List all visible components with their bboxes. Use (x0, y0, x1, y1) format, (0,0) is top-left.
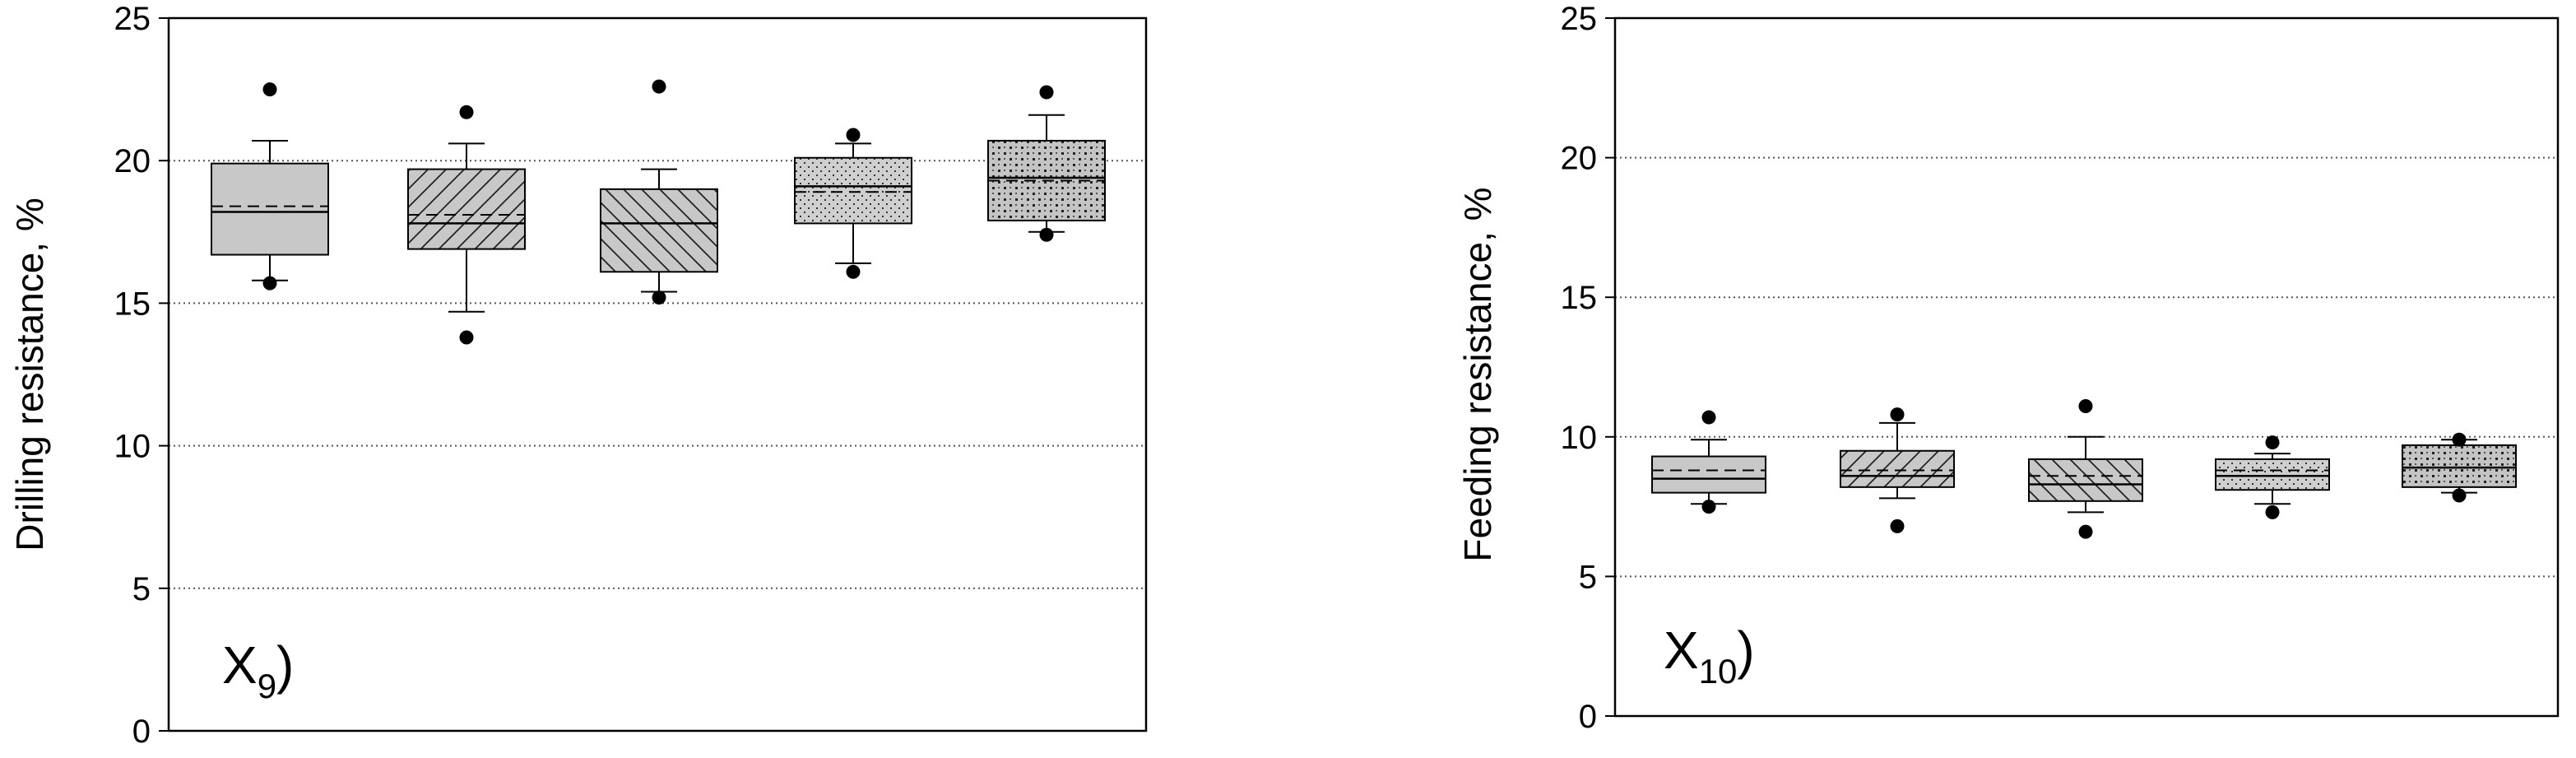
plot-frame (1613, 16, 2560, 718)
outlier-point (1701, 410, 1716, 425)
outlier-point (846, 128, 861, 142)
outlier-point (2078, 524, 2093, 539)
outlier-point (652, 290, 666, 305)
panel-label-letter: X (222, 635, 258, 695)
y-tick-label: 0 (1579, 699, 1597, 735)
y-axis-title: Feeding resistance, % (1456, 187, 1499, 561)
outlier-point (2452, 432, 2467, 447)
y-tick-label: 15 (114, 286, 151, 322)
panel-label-subscript: 10 (1699, 652, 1738, 691)
outlier-point (1039, 85, 1054, 100)
box (1840, 449, 1955, 488)
y-tick-label: 10 (114, 429, 151, 465)
y-tick-label: 0 (132, 714, 151, 750)
panel-label-letter: X (1664, 621, 1699, 680)
y-tick-label: 25 (1561, 1, 1598, 37)
box (2402, 444, 2517, 488)
outlier-point (846, 264, 861, 279)
outlier-point (2265, 435, 2280, 450)
box (211, 162, 329, 256)
panel-label: X10) (1664, 621, 1755, 691)
box (600, 188, 718, 273)
panel-label-suffix: ) (1737, 621, 1754, 680)
panel-label-suffix: ) (276, 635, 294, 695)
box (1651, 455, 1766, 494)
y-tick-label: 5 (1579, 559, 1597, 595)
outlier-point (652, 79, 666, 94)
y-tick-label: 20 (114, 143, 151, 179)
y-axis-title: Drilling resistance, % (8, 198, 51, 551)
outlier-point (2452, 488, 2467, 503)
y-tick-label: 10 (1561, 420, 1598, 456)
box (407, 168, 526, 250)
outlier-point (1701, 500, 1716, 514)
box (2028, 458, 2143, 502)
box (794, 156, 912, 225)
outlier-point (262, 276, 277, 291)
y-tick-label: 5 (132, 571, 151, 607)
y-tick-label: 20 (1561, 141, 1598, 177)
outlier-point (262, 82, 277, 97)
y-tick-label: 25 (114, 1, 151, 37)
outlier-point (459, 330, 474, 345)
box (2215, 458, 2330, 491)
outlier-point (1890, 519, 1905, 533)
outlier-point (459, 105, 474, 119)
plot-frame (167, 16, 1148, 732)
y-tick-label: 15 (1561, 280, 1598, 316)
outlier-point (1890, 407, 1905, 422)
panel-label-subscript: 9 (258, 667, 276, 705)
outlier-point (1039, 227, 1054, 242)
chart-panel-drilling: 0 5 10 15 20 25 Drilling resistance, % X9) (8, 1, 1148, 750)
panel-label: X9) (222, 635, 294, 705)
outlier-point (2265, 505, 2280, 519)
outlier-point (2078, 398, 2093, 413)
